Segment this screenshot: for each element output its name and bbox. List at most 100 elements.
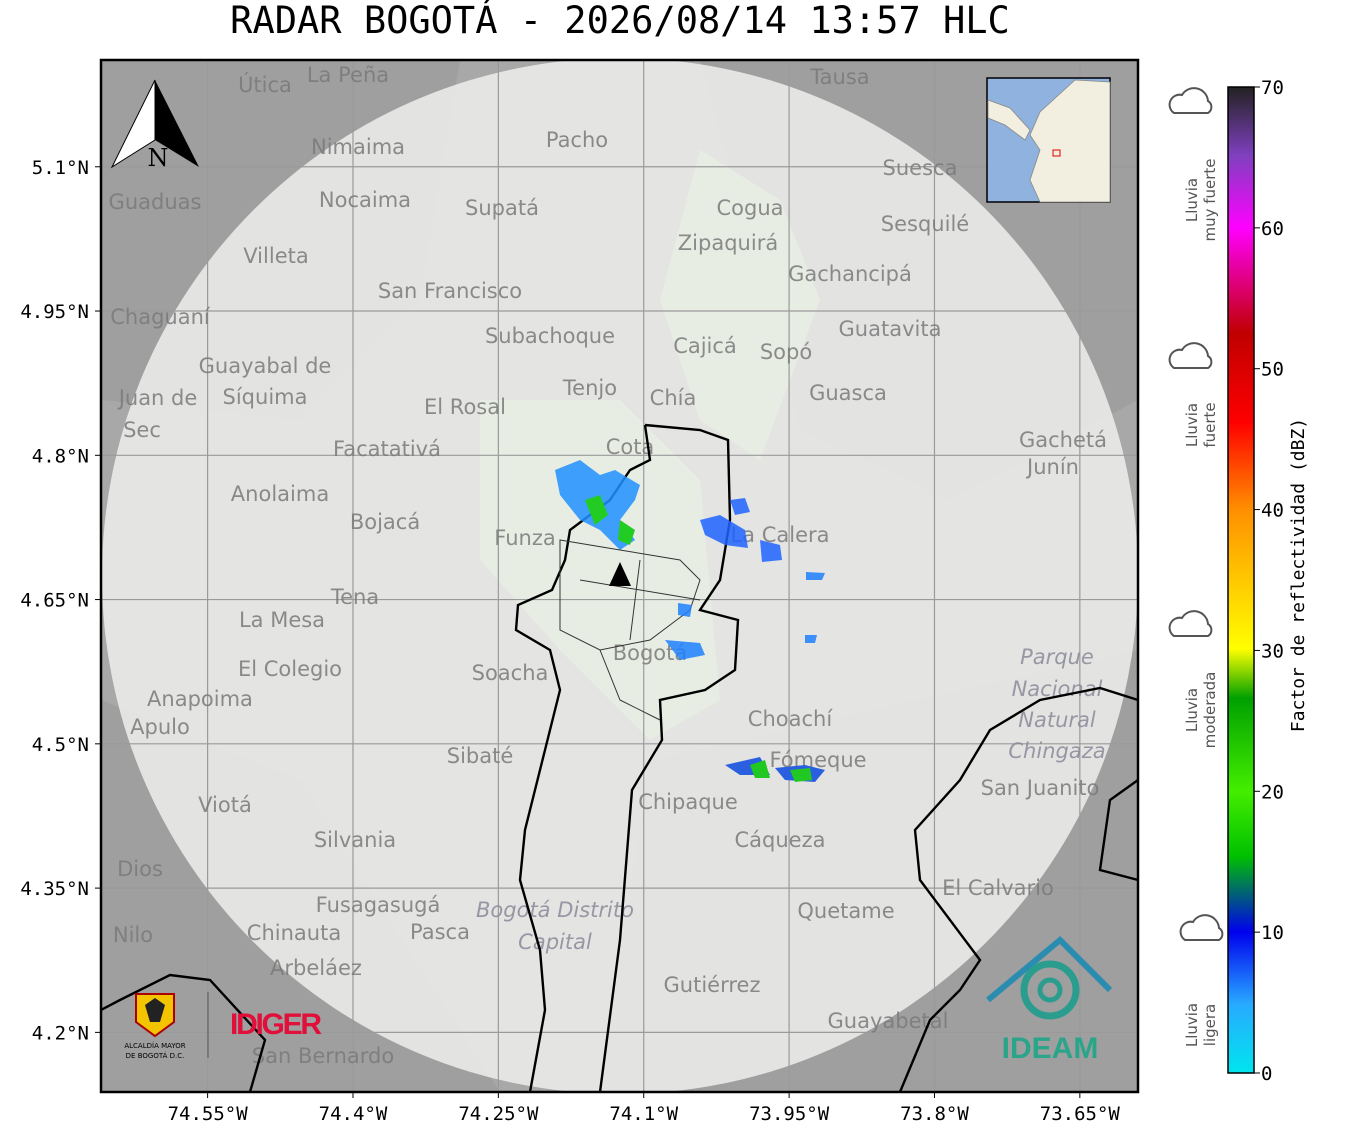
place: Arbeláez: [270, 956, 362, 980]
rain-label: muy fuerte: [1201, 158, 1219, 241]
radar-site: [609, 562, 631, 586]
place: Facatativá: [333, 437, 441, 461]
place-labels: La Peña Útica Tausa Pacho Nimaima Suesca…: [109, 63, 1107, 1068]
place: San Juanito: [981, 776, 1100, 800]
place: Fusagasugá: [316, 893, 441, 917]
logo-idiger: IDIGER: [230, 1008, 322, 1041]
place: Pasca: [410, 920, 470, 944]
place: Suesca: [883, 156, 958, 180]
inset-extent: [1052, 149, 1061, 157]
place: Guayabal de: [199, 354, 332, 378]
y-tick-label: 5.1°N: [32, 157, 89, 179]
echo: [750, 760, 812, 782]
place: El Rosal: [424, 395, 506, 419]
place: Gachancipá: [788, 262, 912, 286]
y-tick-label: 4.5°N: [32, 734, 89, 756]
axes: 74.55°W 74.4°W 74.25°W 74.1°W 73.95°W 73.8°W 7…: [20, 157, 1120, 1125]
colorbar-tick-label: 0: [1261, 1063, 1272, 1085]
x-tick-label: 73.8°W: [900, 1103, 969, 1125]
y-tick-label: 4.8°N: [32, 445, 89, 467]
place: Capital: [518, 930, 592, 954]
place: La Mesa: [239, 608, 325, 632]
place: Guatavita: [839, 317, 942, 341]
place: Chía: [650, 386, 697, 410]
place: Subachoque: [485, 324, 615, 348]
x-tick-label: 73.95°W: [749, 1103, 830, 1125]
x-tick-label: 73.65°W: [1040, 1103, 1121, 1125]
place: La Peña: [307, 63, 389, 87]
grid: [101, 60, 1138, 1092]
logo-ideam-text: IDEAM: [1002, 1032, 1099, 1065]
colorbar: [1227, 86, 1255, 1074]
place: Choachí: [748, 707, 834, 731]
place: San Francisco: [378, 279, 522, 303]
place: San Bernardo: [252, 1044, 394, 1068]
colorbar-ticks: 0 10 20 30 40 50 60 70: [1254, 77, 1284, 1085]
echo: [665, 572, 825, 660]
ideam-swirl: [1020, 960, 1080, 1020]
place: Apulo: [130, 715, 190, 739]
land-cover: [480, 150, 820, 740]
y-tick-label: 4.95°N: [20, 301, 89, 323]
place: Funza: [494, 526, 555, 550]
cloud: [1179, 914, 1224, 941]
place: Gutiérrez: [664, 973, 761, 997]
place: Nimaima: [311, 135, 405, 159]
x-tick-label: 74.25°W: [458, 1103, 539, 1125]
rain-label: Lluvia: [1183, 178, 1201, 222]
place: Síquima: [223, 385, 308, 409]
place: Guaduas: [109, 190, 202, 214]
place: Quetame: [797, 899, 894, 923]
place: Junín: [1025, 455, 1079, 479]
map-frame: [99, 58, 1140, 1094]
rain-label: fuerte: [1201, 402, 1219, 447]
logo-ideam: IDEAM: [986, 935, 1113, 1065]
colorbar-tick-label: 60: [1261, 218, 1284, 240]
rain-label: moderada: [1201, 672, 1219, 749]
place: Dios: [117, 857, 163, 881]
boundary: [101, 423, 1138, 1092]
logo-alcaldia: ALCALDÍA MAYOR DE BOGOTÁ D.C. IDIGER: [124, 992, 322, 1060]
place: Natural: [1018, 708, 1096, 732]
place: Tenjo: [562, 376, 617, 400]
place: Parque: [1020, 645, 1094, 669]
place: Soacha: [472, 661, 549, 685]
place: Chingaza: [1008, 739, 1105, 763]
place: Chipaque: [638, 790, 738, 814]
place: Sibaté: [447, 744, 514, 768]
x-tick-label: 74.1°W: [609, 1103, 678, 1125]
x-tick-label: 74.55°W: [168, 1103, 249, 1125]
inset-land: [987, 79, 1111, 203]
colorbar-tick-label: 70: [1261, 77, 1284, 99]
place: Viotá: [198, 793, 252, 817]
echo: [700, 498, 782, 562]
north-label: N: [148, 144, 169, 172]
colorbar-tick-label: 10: [1261, 922, 1284, 944]
map-area: La Peña Útica Tausa Pacho Nimaima Suesca…: [101, 60, 1138, 1092]
colorbar-label: Factor de reflectividad (dBZ): [1288, 418, 1309, 732]
cloud: [1168, 87, 1213, 114]
y-tick-label: 4.35°N: [20, 878, 89, 900]
ideam-roof: [986, 935, 1113, 1003]
north-arrow-right: [155, 80, 199, 167]
place: Sec: [123, 418, 161, 442]
place: Guasca: [809, 381, 887, 405]
place: Anapoima: [147, 687, 253, 711]
place: Juan de: [117, 386, 198, 410]
logo-text: ALCALDÍA MAYOR: [124, 1041, 185, 1050]
title: RADAR BOGOTÁ - 2026/08/14 13:57 HLC: [230, 0, 1010, 42]
place: Supatá: [465, 196, 539, 220]
place: Zipaquirá: [678, 231, 778, 255]
y-tick-label: 4.65°N: [20, 590, 89, 612]
cloud: [1168, 610, 1213, 637]
cloud: [1168, 342, 1213, 369]
colorbar-tick-label: 20: [1261, 781, 1284, 803]
north-arrow: N: [110, 79, 199, 172]
place: Cáqueza: [735, 828, 826, 852]
colorbar-tick-label: 40: [1261, 500, 1284, 522]
colorbar-tick-label: 50: [1261, 359, 1284, 381]
place: Nocaima: [319, 188, 411, 212]
radar-echoes: [555, 460, 825, 782]
